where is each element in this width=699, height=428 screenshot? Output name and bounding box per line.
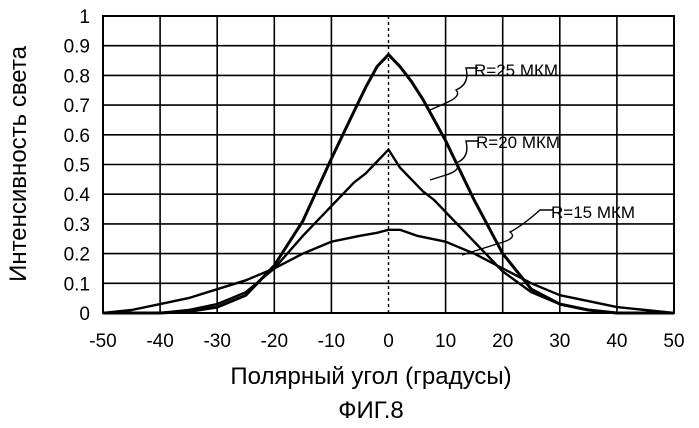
y-tick-label: 0.2 — [64, 245, 90, 266]
x-tick-label: 30 — [549, 331, 570, 352]
y-tick-label: 0.3 — [64, 215, 90, 236]
series-lines — [102, 53, 675, 315]
x-tick-label: -50 — [89, 331, 116, 352]
y-axis-label: Интенсивность света — [5, 45, 32, 282]
y-tick-label: 0.5 — [64, 156, 90, 177]
x-tick-label: -30 — [203, 331, 230, 352]
series-label-3: R=15 МКМ — [551, 203, 635, 222]
y-tick-label: 0 — [79, 304, 90, 325]
series-label-1: R=25 МКМ — [474, 61, 558, 80]
x-tick-label: -40 — [146, 331, 173, 352]
x-tick-label: 20 — [492, 331, 513, 352]
x-tick-labels: -50 -40 -30 -20 -10 0 10 20 30 40 50 — [89, 331, 684, 352]
y-tick-label: 0.6 — [64, 126, 90, 147]
x-tick-label: 40 — [606, 331, 627, 352]
y-tick-label: 0.8 — [64, 66, 90, 87]
series-line-2 — [103, 148, 674, 315]
y-tick-label: 0.4 — [64, 185, 91, 206]
y-tick-labels: 0 0.1 0.2 0.3 0.4 0.5 0.6 0.7 0.8 0.9 1 — [64, 7, 91, 325]
series-label-leader — [429, 67, 478, 111]
y-tick-label: 1 — [79, 7, 90, 28]
series-label-2: R=20 МКМ — [476, 133, 560, 152]
x-tick-label: 10 — [435, 331, 456, 352]
figure-caption: ФИГ.8 — [338, 397, 404, 424]
series-line-3 — [102, 228, 675, 315]
y-tick-label: 0.1 — [64, 274, 90, 295]
grid-lines — [102, 15, 675, 314]
x-axis-label: Полярный угол (градусы) — [230, 363, 511, 390]
y-tick-label: 0.9 — [64, 37, 90, 58]
y-tick-label: 0.7 — [64, 96, 90, 117]
x-tick-label: -20 — [261, 331, 288, 352]
series-line-1 — [103, 53, 674, 315]
plot-frame — [102, 15, 675, 314]
x-tick-label: 50 — [663, 331, 684, 352]
series-labels: R=25 МКМ R=20 МКМ R=15 МКМ — [429, 61, 635, 256]
x-tick-label: -10 — [318, 331, 345, 352]
series-label-leader — [429, 140, 478, 181]
series-label-leader — [461, 209, 553, 256]
x-tick-label: 0 — [383, 331, 394, 352]
